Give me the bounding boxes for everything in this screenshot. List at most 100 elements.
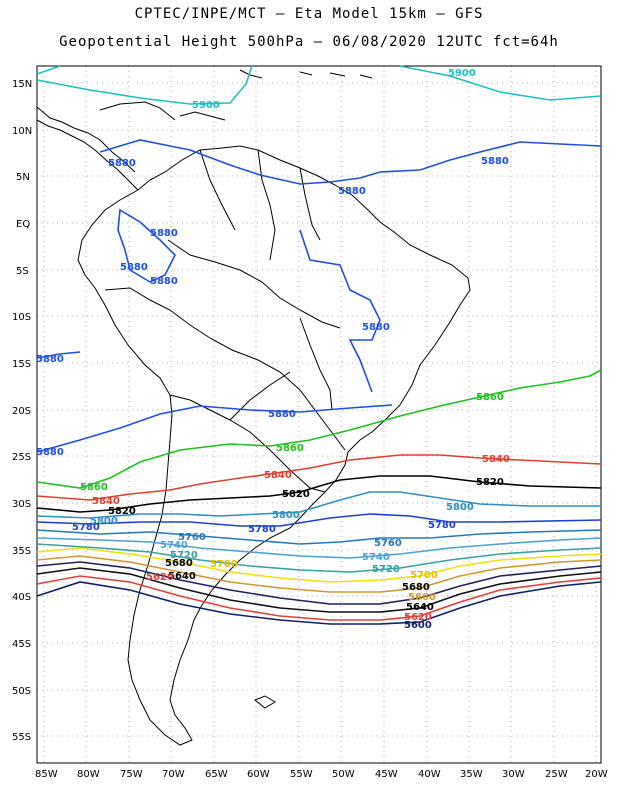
lat-label: 5N (16, 172, 30, 183)
contour-5700 (36, 547, 602, 583)
contour-5880-amazon (299, 229, 381, 393)
contour-label: 5740 (362, 552, 390, 563)
lat-label: 10N (12, 126, 32, 137)
lat-label: 15S (12, 359, 31, 370)
contour-5660 (36, 561, 602, 605)
contour-5840 (36, 454, 602, 501)
latitude-labels: 15N 10N 5N EQ 5S 10S 15S 20S 25S 30S 35S… (12, 79, 32, 743)
contour-label: 5660 (408, 592, 436, 603)
contour-5860 (36, 369, 602, 489)
graticule (37, 66, 601, 763)
contour-5720 (36, 543, 602, 573)
contour-5880-mid (36, 404, 393, 453)
contour-label: 5780 (72, 522, 100, 533)
contour-label: 5840 (264, 470, 292, 481)
lon-label: 20W (585, 769, 608, 780)
contour-5900-b (399, 65, 602, 101)
contour-label: 5880 (150, 228, 178, 239)
contour-label: 5880 (150, 276, 178, 287)
lon-label: 70W (162, 769, 185, 780)
contour-label: 5780 (248, 524, 276, 535)
contour-label: 5860 (276, 443, 304, 454)
lat-label: 30S (12, 499, 31, 510)
lon-label: 55W (290, 769, 313, 780)
contour-5900-a (36, 65, 61, 75)
contour-5640 (36, 567, 602, 613)
contour-label: 5600 (404, 620, 432, 631)
lat-label: EQ (16, 219, 30, 230)
contour-label: 5880 (108, 158, 136, 169)
lon-label: 85W (35, 769, 58, 780)
contour-label: 5700 (410, 570, 438, 581)
contour-label: 5880 (36, 447, 64, 458)
lon-label: 75W (120, 769, 143, 780)
contour-label: 5820 (108, 506, 136, 517)
lat-label: 40S (12, 592, 31, 603)
lat-label: 50S (12, 686, 31, 697)
contour-label: 5840 (482, 454, 510, 465)
lat-label: 15N (12, 79, 32, 90)
lat-label: 45S (12, 639, 31, 650)
lat-label: 35S (12, 546, 31, 557)
contour-label: 5760 (178, 532, 206, 543)
contour-label: 5880 (362, 322, 390, 333)
contour-5760 (36, 529, 602, 545)
contour-5880-north (99, 139, 602, 185)
contour-label: 5880 (36, 354, 64, 365)
contour-label: 5640 (406, 602, 434, 613)
lat-label: 5S (16, 266, 29, 277)
contour-label: 5800 (272, 510, 300, 521)
lon-label: 80W (77, 769, 100, 780)
contour-label: 5880 (268, 409, 296, 420)
contour-label: 5640 (168, 571, 196, 582)
lon-label: 25W (545, 769, 568, 780)
lat-label: 10S (12, 312, 31, 323)
contour-label: 5740 (160, 540, 188, 551)
contour-label: 5620 (404, 612, 432, 623)
contour-label: 5860 (476, 392, 504, 403)
lon-label: 60W (247, 769, 270, 780)
contour-label: 5800 (446, 502, 474, 513)
contour-5620 (36, 575, 602, 621)
contour-label: 5880 (338, 186, 366, 197)
lat-label: 25S (12, 452, 31, 463)
map-title-line1: CPTEC/INPE/MCT – Eta Model 15km – GFS (134, 6, 484, 22)
contour-label: 5620 (146, 572, 174, 583)
contour-5880-west (36, 351, 81, 359)
lon-label: 35W (460, 769, 483, 780)
contour-label: 5680 (165, 558, 193, 569)
contour-5600 (36, 581, 602, 625)
contour-5800 (36, 491, 601, 519)
contour-5900-c (36, 65, 253, 105)
lat-label: 55S (12, 732, 31, 743)
lon-label: 65W (205, 769, 228, 780)
lon-label: 45W (375, 769, 398, 780)
contour-label: 5680 (402, 582, 430, 593)
lon-label: 50W (332, 769, 355, 780)
contour-5680 (36, 555, 602, 593)
lon-label: 30W (502, 769, 525, 780)
contour-label: 5720 (372, 564, 400, 575)
lon-label: 40W (418, 769, 441, 780)
contour-label: 5880 (481, 156, 509, 167)
contour-label: 5780 (428, 520, 456, 531)
contours (36, 65, 602, 625)
contour-label: 5880 (120, 262, 148, 273)
contour-5780 (36, 513, 602, 527)
plot-frame (36, 65, 602, 764)
contour-label: 5760 (374, 538, 402, 549)
contour-5820 (36, 475, 602, 513)
contour-label: 5700 (210, 559, 238, 570)
contour-label: 5840 (92, 496, 120, 507)
contour-label: 5860 (80, 482, 108, 493)
longitude-labels: 85W 80W 75W 70W 65W 60W 55W 50W 45W 40W … (35, 769, 608, 780)
contour-5740 (36, 537, 602, 559)
contour-label: 5900 (448, 68, 476, 79)
contour-label: 5800 (90, 516, 118, 527)
map-title-line2: Geopotential Height 500hPa – 06/08/2020 … (59, 34, 559, 50)
contour-label: 5720 (170, 550, 198, 561)
lat-label: 20S (12, 406, 31, 417)
contour-label: 5820 (476, 477, 504, 488)
coastlines (36, 69, 471, 746)
